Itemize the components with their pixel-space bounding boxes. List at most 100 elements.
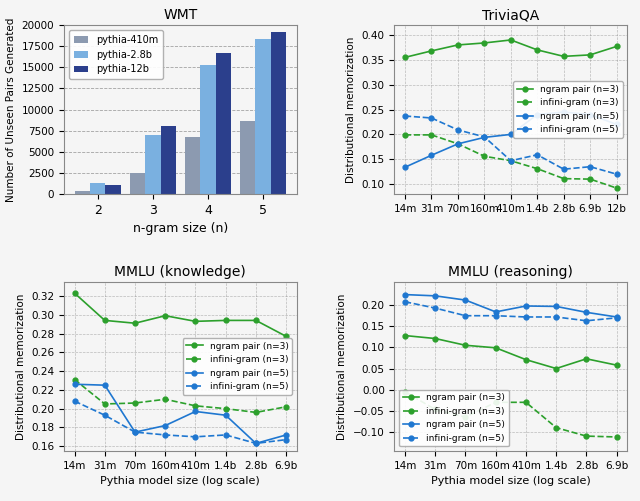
Line: infini-gram (n=5): infini-gram (n=5) (72, 399, 289, 446)
infini-gram (n=5) (582, 318, 590, 324)
infini-gram (n=3) (481, 153, 488, 159)
Line: infini-gram (n=5): infini-gram (n=5) (403, 114, 619, 176)
infini-gram (n=3) (461, 414, 469, 420)
ngram pair (n=5) (454, 141, 462, 147)
Line: infini-gram (n=3): infini-gram (n=3) (403, 132, 619, 190)
ngram pair (n=3) (461, 342, 469, 348)
ngram pair (n=3) (101, 318, 109, 324)
Line: infini-gram (n=3): infini-gram (n=3) (403, 389, 619, 439)
Title: MMLU (reasoning): MMLU (reasoning) (449, 266, 573, 280)
infini-gram (n=5) (71, 398, 79, 404)
ngram pair (n=3) (522, 357, 530, 363)
ngram pair (n=5) (431, 293, 439, 299)
ngram pair (n=3) (492, 345, 500, 351)
infini-gram (n=5) (401, 113, 409, 119)
infini-gram (n=5) (507, 158, 515, 164)
X-axis label: n-gram size (n): n-gram size (n) (132, 222, 228, 235)
ngram pair (n=5) (401, 164, 409, 170)
ngram pair (n=3) (161, 313, 169, 319)
Bar (145, 135, 161, 194)
Line: ngram pair (n=5): ngram pair (n=5) (403, 110, 619, 170)
infini-gram (n=5) (252, 440, 260, 446)
Legend: ngram pair (n=3), infini-gram (n=3), ngram pair (n=5), infini-gram (n=5): ngram pair (n=3), infini-gram (n=3), ngr… (513, 81, 623, 138)
ngram pair (n=5) (282, 432, 290, 438)
Title: TriviaQA: TriviaQA (482, 9, 540, 23)
Bar (185, 137, 200, 194)
ngram pair (n=5) (428, 152, 435, 158)
ngram pair (n=5) (252, 440, 260, 446)
ngram pair (n=3) (282, 333, 290, 339)
infini-gram (n=3) (522, 399, 530, 405)
ngram pair (n=5) (461, 297, 469, 303)
ngram pair (n=5) (522, 303, 530, 309)
ngram pair (n=3) (534, 47, 541, 53)
Bar (106, 185, 121, 194)
infini-gram (n=3) (191, 403, 199, 409)
ngram pair (n=5) (161, 422, 169, 428)
infini-gram (n=3) (428, 132, 435, 138)
infini-gram (n=5) (161, 432, 169, 438)
ngram pair (n=5) (507, 131, 515, 137)
Bar (271, 32, 286, 194)
Bar (200, 65, 216, 194)
Line: ngram pair (n=3): ngram pair (n=3) (72, 291, 289, 339)
ngram pair (n=5) (101, 382, 109, 388)
ngram pair (n=5) (612, 121, 620, 127)
ngram pair (n=3) (552, 366, 560, 372)
Bar (75, 191, 90, 194)
infini-gram (n=3) (534, 166, 541, 172)
infini-gram (n=5) (612, 315, 620, 321)
infini-gram (n=5) (222, 432, 230, 438)
infini-gram (n=5) (522, 314, 530, 320)
infini-gram (n=5) (454, 127, 462, 133)
Bar (240, 121, 255, 194)
ngram pair (n=3) (582, 356, 590, 362)
ngram pair (n=5) (131, 429, 139, 435)
infini-gram (n=5) (101, 412, 109, 418)
ngram pair (n=5) (401, 292, 409, 298)
ngram pair (n=3) (612, 44, 620, 50)
infini-gram (n=3) (401, 132, 409, 138)
infini-gram (n=5) (552, 314, 560, 320)
infini-gram (n=3) (612, 185, 620, 191)
infini-gram (n=3) (401, 389, 409, 395)
infini-gram (n=3) (101, 401, 109, 407)
infini-gram (n=5) (586, 164, 594, 170)
Y-axis label: Distributional memorization: Distributional memorization (346, 37, 356, 183)
infini-gram (n=3) (282, 404, 290, 410)
infini-gram (n=3) (507, 158, 515, 164)
ngram pair (n=3) (252, 318, 260, 324)
ngram pair (n=5) (582, 309, 590, 315)
Line: ngram pair (n=3): ngram pair (n=3) (403, 38, 619, 60)
infini-gram (n=5) (431, 305, 439, 311)
ngram pair (n=5) (612, 314, 620, 320)
infini-gram (n=5) (131, 429, 139, 435)
ngram pair (n=3) (507, 37, 515, 43)
Legend: pythia-410m, pythia-2.8b, pythia-12b: pythia-410m, pythia-2.8b, pythia-12b (69, 30, 163, 79)
X-axis label: Pythia model size (log scale): Pythia model size (log scale) (100, 476, 260, 486)
Bar (161, 126, 176, 194)
infini-gram (n=3) (612, 434, 620, 440)
ngram pair (n=3) (191, 318, 199, 324)
infini-gram (n=3) (582, 433, 590, 439)
Line: ngram pair (n=3): ngram pair (n=3) (403, 333, 619, 371)
ngram pair (n=5) (560, 109, 568, 115)
ngram pair (n=3) (431, 336, 439, 342)
ngram pair (n=5) (534, 112, 541, 118)
ngram pair (n=3) (481, 40, 488, 46)
infini-gram (n=5) (534, 152, 541, 158)
ngram pair (n=3) (71, 290, 79, 296)
Title: MMLU (knowledge): MMLU (knowledge) (115, 266, 246, 280)
infini-gram (n=3) (161, 396, 169, 402)
Title: WMT: WMT (163, 9, 198, 23)
ngram pair (n=3) (131, 320, 139, 326)
infini-gram (n=5) (428, 115, 435, 121)
ngram pair (n=5) (492, 309, 500, 315)
infini-gram (n=5) (401, 299, 409, 305)
infini-gram (n=3) (492, 399, 500, 405)
infini-gram (n=5) (461, 313, 469, 319)
infini-gram (n=3) (431, 406, 439, 412)
ngram pair (n=5) (552, 304, 560, 310)
infini-gram (n=5) (612, 171, 620, 177)
infini-gram (n=3) (552, 425, 560, 431)
